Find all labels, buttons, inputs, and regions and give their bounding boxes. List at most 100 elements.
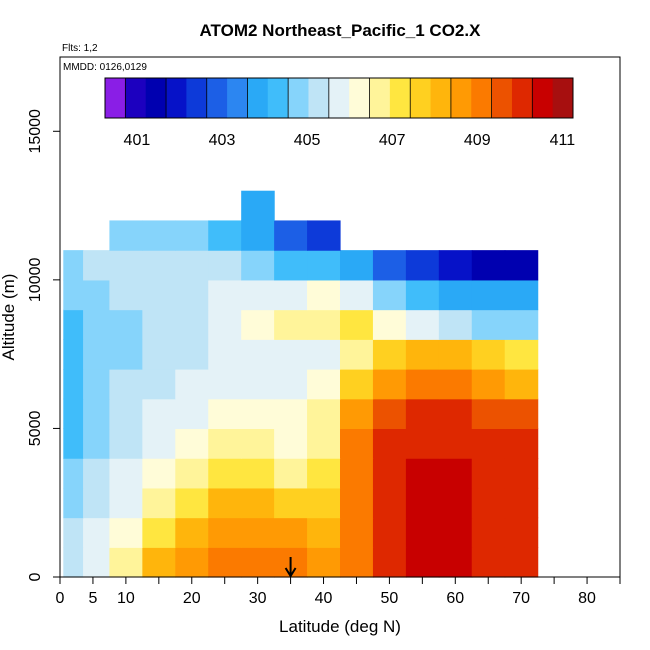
heatmap-cell [307,458,341,489]
heatmap-cell [504,339,539,370]
heatmap-cell [274,220,308,251]
colorbar-segment [206,78,228,118]
heatmap-cell [471,369,506,400]
heatmap-cell [504,369,539,400]
x-tick-label: 30 [249,590,267,607]
heatmap-cell [504,428,539,459]
heatmap-cell [405,250,440,281]
heatmap-cell [372,309,407,340]
heatmap-cell [504,309,539,340]
heatmap-cell [175,428,209,459]
heatmap-cell [372,339,407,370]
heatmap-cell [241,487,275,519]
heatmap-cell [142,428,176,459]
heatmap-cell [340,428,374,459]
heatmap-cell [405,428,440,459]
x-tick-label: 5 [88,590,97,607]
x-axis-label: Latitude (deg N) [279,617,401,636]
heatmap-cell [109,369,143,400]
colorbar-segment [267,78,289,118]
heatmap-cell [175,547,209,578]
heatmap-cell [142,309,176,340]
heatmap-cell [175,279,209,311]
heatmap-cell [307,339,341,370]
colorbar-segment [532,78,554,118]
heatmap-cell [340,398,374,430]
colorbar-segment [125,78,147,118]
colorbar-segment [552,78,574,118]
heatmap-cell [438,487,473,519]
heatmap-cell [471,339,506,370]
heatmap-cell [340,250,374,281]
heatmap-cell [208,517,242,548]
heatmap-cell [307,547,341,578]
y-axis-label: Altitude (m) [0,274,18,361]
colorbar-segment [105,78,126,118]
heatmap-cell [340,487,374,519]
heatmap-cell [372,250,407,281]
heatmap-cell [109,279,143,311]
heatmap-cell [438,428,473,459]
heatmap-cell [274,487,308,519]
heatmap-cell [405,339,440,370]
heatmap-cell [142,547,176,578]
heatmap-cell [83,250,111,281]
colorbar-frame [104,77,574,119]
heatmap-cell [142,279,176,311]
colorbar-tick-label: 405 [294,132,321,149]
heatmap-cell [109,398,143,430]
heatmap-cell [241,398,275,430]
heatmap-cell [307,398,341,430]
heatmap-cell [241,428,275,459]
heatmap-cell [142,517,176,548]
x-tick-label: 80 [578,590,596,607]
heatmap-cell [372,369,407,400]
heatmap-cell [504,517,539,548]
x-tick-label: 50 [381,590,399,607]
heatmap-cell [307,309,341,340]
heatmap-cell [504,547,539,578]
heatmap-cell [405,517,440,548]
heatmap-cell [208,428,242,459]
chart-title: ATOM2 Northeast_Pacific_1 CO2.X [200,21,482,40]
colorbar-segment [430,78,452,118]
colorbar-segment [288,78,309,118]
heatmap-cell [241,369,275,400]
heatmap-cell [63,369,84,400]
heatmap-cell [83,517,111,548]
heatmap-cell [241,279,275,311]
plot-area: 401 403 405 407 409 411 MMDD: 0126,0129 [63,62,575,578]
heatmap-cell [83,279,111,311]
heatmap-cell [63,428,84,459]
heatmap-cell [83,487,111,519]
heatmap-cell [83,339,111,370]
heatmap-cell [142,369,176,400]
x-tick-label: 70 [512,590,530,607]
heatmap-cell [405,458,440,489]
heatmap-cell [109,220,143,251]
heatmap-cell [274,458,308,489]
heatmap-cell [307,517,341,548]
heatmap-cell [83,547,111,578]
heatmap-cell [438,369,473,400]
heatmap-cell [241,190,275,222]
heatmap-cell [504,250,539,281]
heatmap-cell [241,517,275,548]
heatmap-cell [109,250,143,281]
heatmap-cell [241,339,275,370]
heatmap-cell [241,309,275,340]
heatmap-cell [438,517,473,548]
heatmap-cell [142,250,176,281]
heatmap-cell [241,220,275,251]
heatmap-cell [307,369,341,400]
heatmap-cell [438,547,473,578]
heatmap-cell [175,309,209,340]
heatmap-cell [438,309,473,340]
heatmap-cell [340,517,374,548]
heatmap-cell [405,398,440,430]
heatmap-cell [63,279,84,311]
heatmap-cell [471,517,506,548]
heatmap-cell [208,279,242,311]
heatmap-cell [63,458,84,489]
heatmap-cell [175,458,209,489]
